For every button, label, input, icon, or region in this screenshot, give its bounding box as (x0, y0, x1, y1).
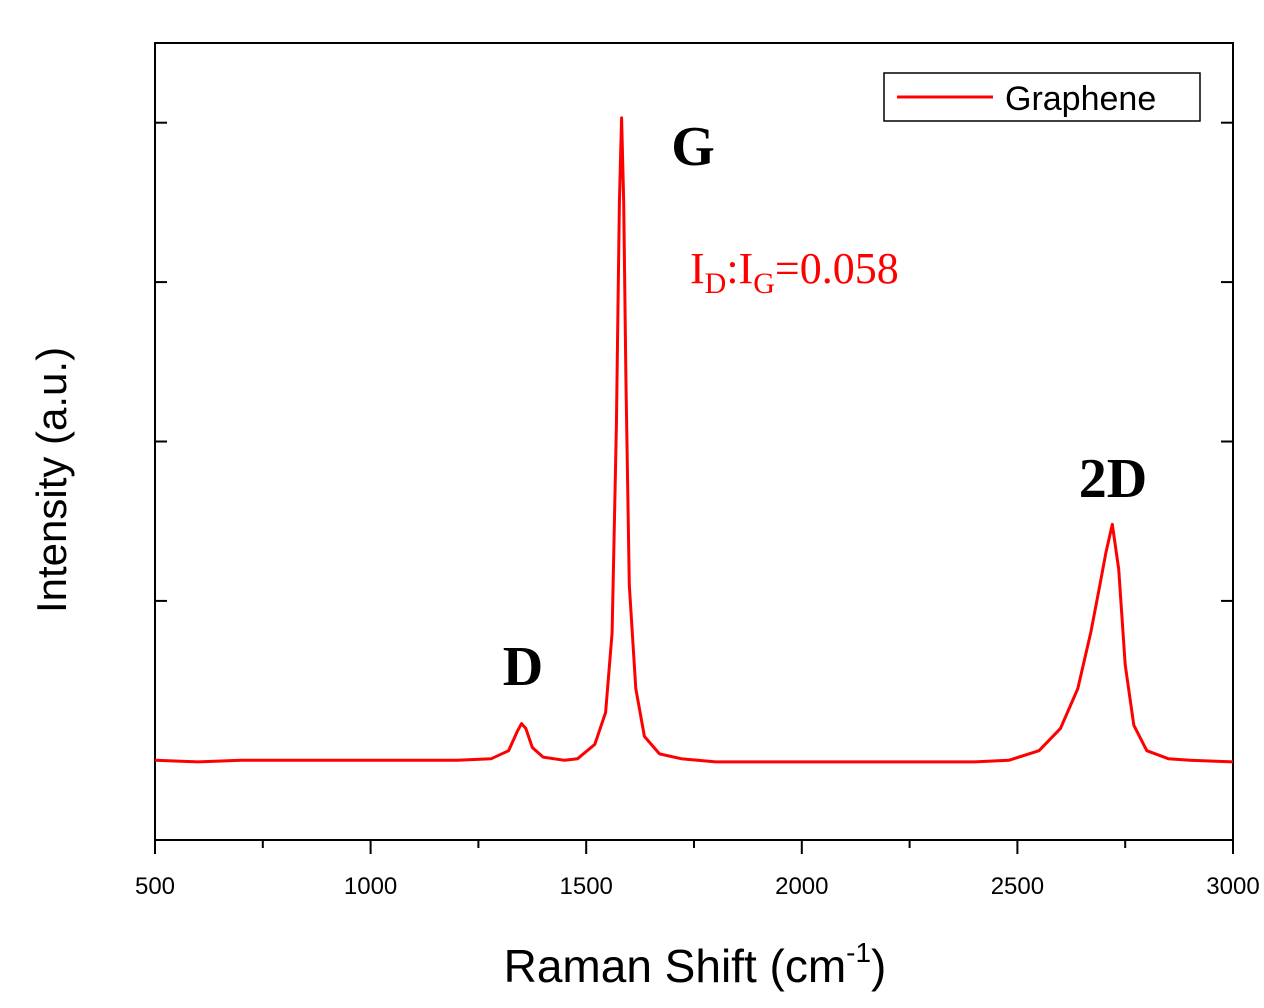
peak-label: G (671, 116, 715, 178)
x-tick-label: 2000 (775, 873, 828, 900)
x-tick-label: 1000 (344, 873, 397, 900)
ratio-label: ID:IG=0.058 (690, 244, 899, 300)
x-axis-label-text: Raman Shift (cm (504, 940, 847, 992)
x-tick-label: 500 (135, 873, 175, 900)
legend-label: Graphene (1005, 80, 1156, 118)
y-axis-label: Intensity (a.u.) (28, 347, 75, 613)
x-axis-label-end: ) (871, 940, 886, 992)
ratio-sub: D (705, 267, 727, 300)
ratio-sub: G (753, 267, 775, 300)
x-axis-label: Raman Shift (cm-1) (504, 937, 887, 992)
ratio-part: =0.058 (775, 244, 899, 293)
ratio-part: :I (726, 244, 753, 293)
x-tick-label: 2500 (991, 873, 1044, 900)
peak-label: D (503, 636, 543, 698)
x-tick-label: 3000 (1206, 873, 1259, 900)
x-axis-label-sup: -1 (846, 937, 871, 968)
ratio-part: I (690, 244, 705, 293)
x-tick-label: 1500 (560, 873, 613, 900)
peak-label: 2D (1079, 448, 1147, 510)
data-line (154, 116, 1234, 764)
